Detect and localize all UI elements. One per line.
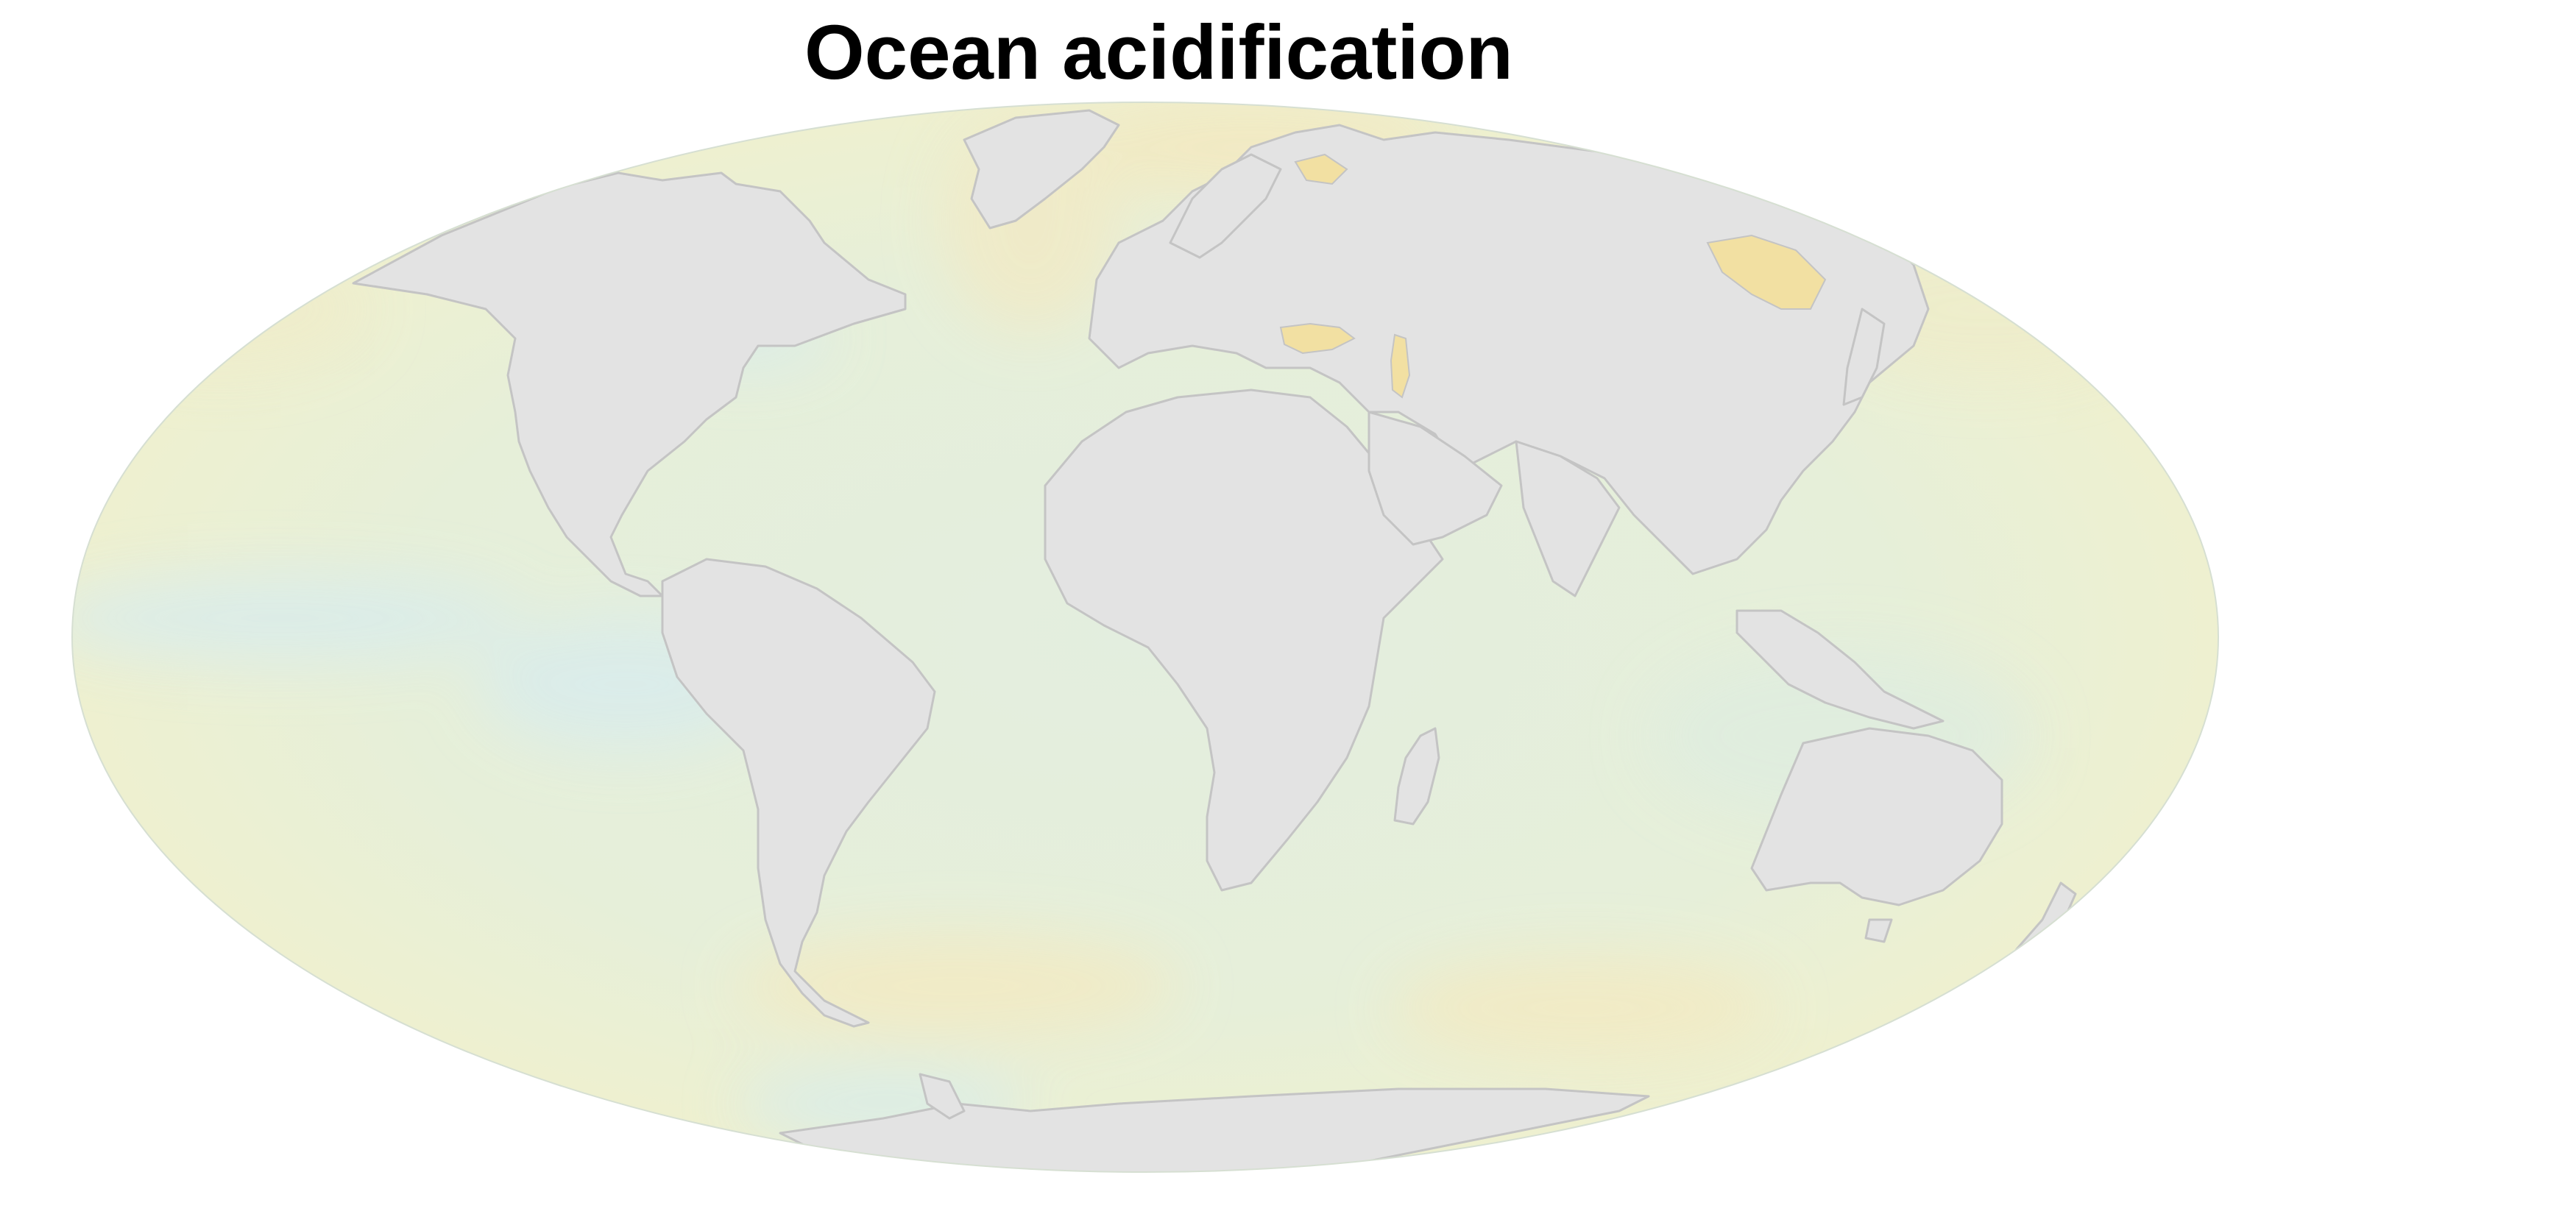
world-map bbox=[0, 0, 2576, 1214]
map-figure: Ocean acidification bbox=[0, 0, 2576, 1214]
